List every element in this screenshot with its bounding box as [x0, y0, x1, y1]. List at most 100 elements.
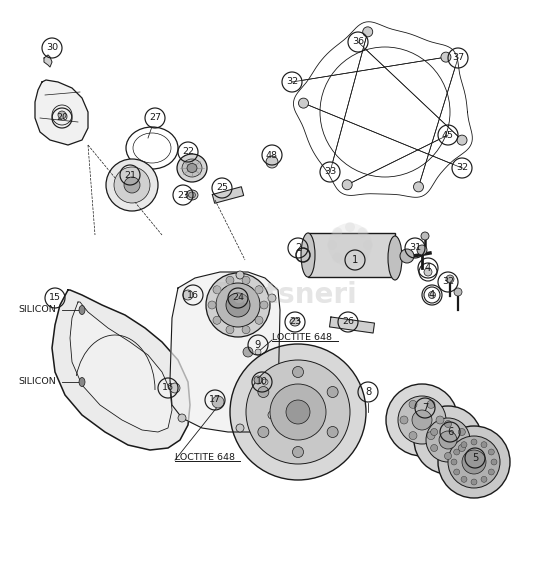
- Circle shape: [400, 416, 408, 424]
- Text: 17: 17: [209, 395, 221, 405]
- Circle shape: [426, 418, 470, 462]
- Circle shape: [216, 283, 260, 327]
- Text: 25: 25: [216, 184, 228, 192]
- Circle shape: [255, 316, 263, 324]
- Circle shape: [446, 275, 454, 283]
- Text: 32: 32: [442, 277, 454, 287]
- Circle shape: [417, 245, 427, 255]
- Text: SILICON: SILICON: [18, 378, 56, 387]
- Text: SILICON: SILICON: [18, 306, 56, 314]
- Ellipse shape: [188, 192, 195, 198]
- Circle shape: [255, 349, 261, 355]
- Text: 4: 4: [429, 290, 435, 300]
- Text: 1: 1: [352, 255, 358, 265]
- Circle shape: [124, 177, 140, 193]
- Circle shape: [230, 344, 366, 480]
- Circle shape: [481, 477, 487, 482]
- Text: 23: 23: [177, 190, 189, 200]
- Circle shape: [454, 288, 462, 296]
- Text: LOCTITE 648: LOCTITE 648: [175, 453, 235, 463]
- Circle shape: [462, 450, 486, 474]
- Text: 30: 30: [46, 43, 58, 53]
- Text: 16: 16: [187, 291, 199, 299]
- Circle shape: [444, 453, 452, 460]
- Ellipse shape: [177, 154, 207, 182]
- Circle shape: [363, 27, 373, 37]
- Text: 5: 5: [472, 453, 478, 463]
- Circle shape: [178, 414, 186, 422]
- Polygon shape: [330, 317, 375, 333]
- Circle shape: [327, 427, 338, 438]
- Circle shape: [414, 406, 482, 474]
- Circle shape: [106, 159, 158, 211]
- Circle shape: [431, 445, 438, 452]
- Circle shape: [213, 285, 221, 294]
- Circle shape: [458, 428, 465, 435]
- Text: 27: 27: [149, 113, 161, 123]
- Text: 9: 9: [255, 340, 261, 350]
- Circle shape: [260, 301, 268, 309]
- Circle shape: [439, 431, 457, 449]
- Polygon shape: [52, 290, 190, 450]
- Circle shape: [242, 326, 250, 334]
- Circle shape: [458, 445, 465, 452]
- Circle shape: [358, 252, 367, 263]
- Circle shape: [243, 347, 253, 357]
- Text: 22: 22: [182, 148, 194, 156]
- Circle shape: [363, 240, 373, 250]
- Ellipse shape: [388, 236, 402, 280]
- Text: 7: 7: [422, 403, 428, 413]
- Circle shape: [438, 426, 510, 498]
- Text: 48: 48: [266, 151, 278, 159]
- Text: 36: 36: [352, 38, 364, 46]
- Circle shape: [345, 258, 355, 268]
- Circle shape: [208, 301, 216, 309]
- Circle shape: [293, 446, 304, 457]
- Circle shape: [170, 383, 180, 393]
- Circle shape: [454, 469, 460, 475]
- Text: 8: 8: [365, 387, 371, 397]
- Text: 45: 45: [442, 130, 454, 140]
- Ellipse shape: [182, 159, 202, 177]
- Circle shape: [345, 222, 355, 232]
- Circle shape: [268, 294, 276, 302]
- Text: 4: 4: [425, 263, 431, 273]
- Text: 32: 32: [286, 78, 298, 86]
- Circle shape: [286, 400, 310, 424]
- Circle shape: [471, 479, 477, 485]
- Ellipse shape: [187, 163, 197, 173]
- Ellipse shape: [290, 318, 300, 326]
- Bar: [308, 233, 395, 277]
- Ellipse shape: [301, 233, 315, 277]
- Circle shape: [429, 291, 436, 299]
- Circle shape: [258, 427, 269, 438]
- Circle shape: [427, 401, 435, 408]
- Circle shape: [270, 384, 326, 440]
- Text: 2: 2: [295, 243, 301, 253]
- Polygon shape: [35, 80, 88, 145]
- Circle shape: [398, 396, 446, 444]
- Circle shape: [242, 276, 250, 284]
- Text: LOCTITE 648: LOCTITE 648: [272, 334, 332, 343]
- Circle shape: [268, 411, 276, 419]
- Circle shape: [266, 156, 278, 168]
- Text: 31: 31: [409, 244, 421, 252]
- Circle shape: [491, 459, 497, 465]
- Circle shape: [451, 459, 457, 465]
- Circle shape: [258, 387, 269, 398]
- Circle shape: [386, 384, 458, 456]
- Circle shape: [114, 167, 150, 203]
- Circle shape: [424, 268, 432, 276]
- Text: 37: 37: [452, 53, 464, 63]
- Circle shape: [431, 428, 438, 435]
- Text: 33: 33: [324, 167, 336, 177]
- Circle shape: [427, 431, 435, 439]
- Circle shape: [421, 232, 429, 240]
- Circle shape: [212, 396, 224, 408]
- Circle shape: [206, 273, 270, 337]
- Ellipse shape: [79, 306, 85, 314]
- Circle shape: [58, 111, 66, 119]
- Circle shape: [436, 416, 444, 424]
- Circle shape: [327, 387, 338, 398]
- Circle shape: [358, 228, 367, 237]
